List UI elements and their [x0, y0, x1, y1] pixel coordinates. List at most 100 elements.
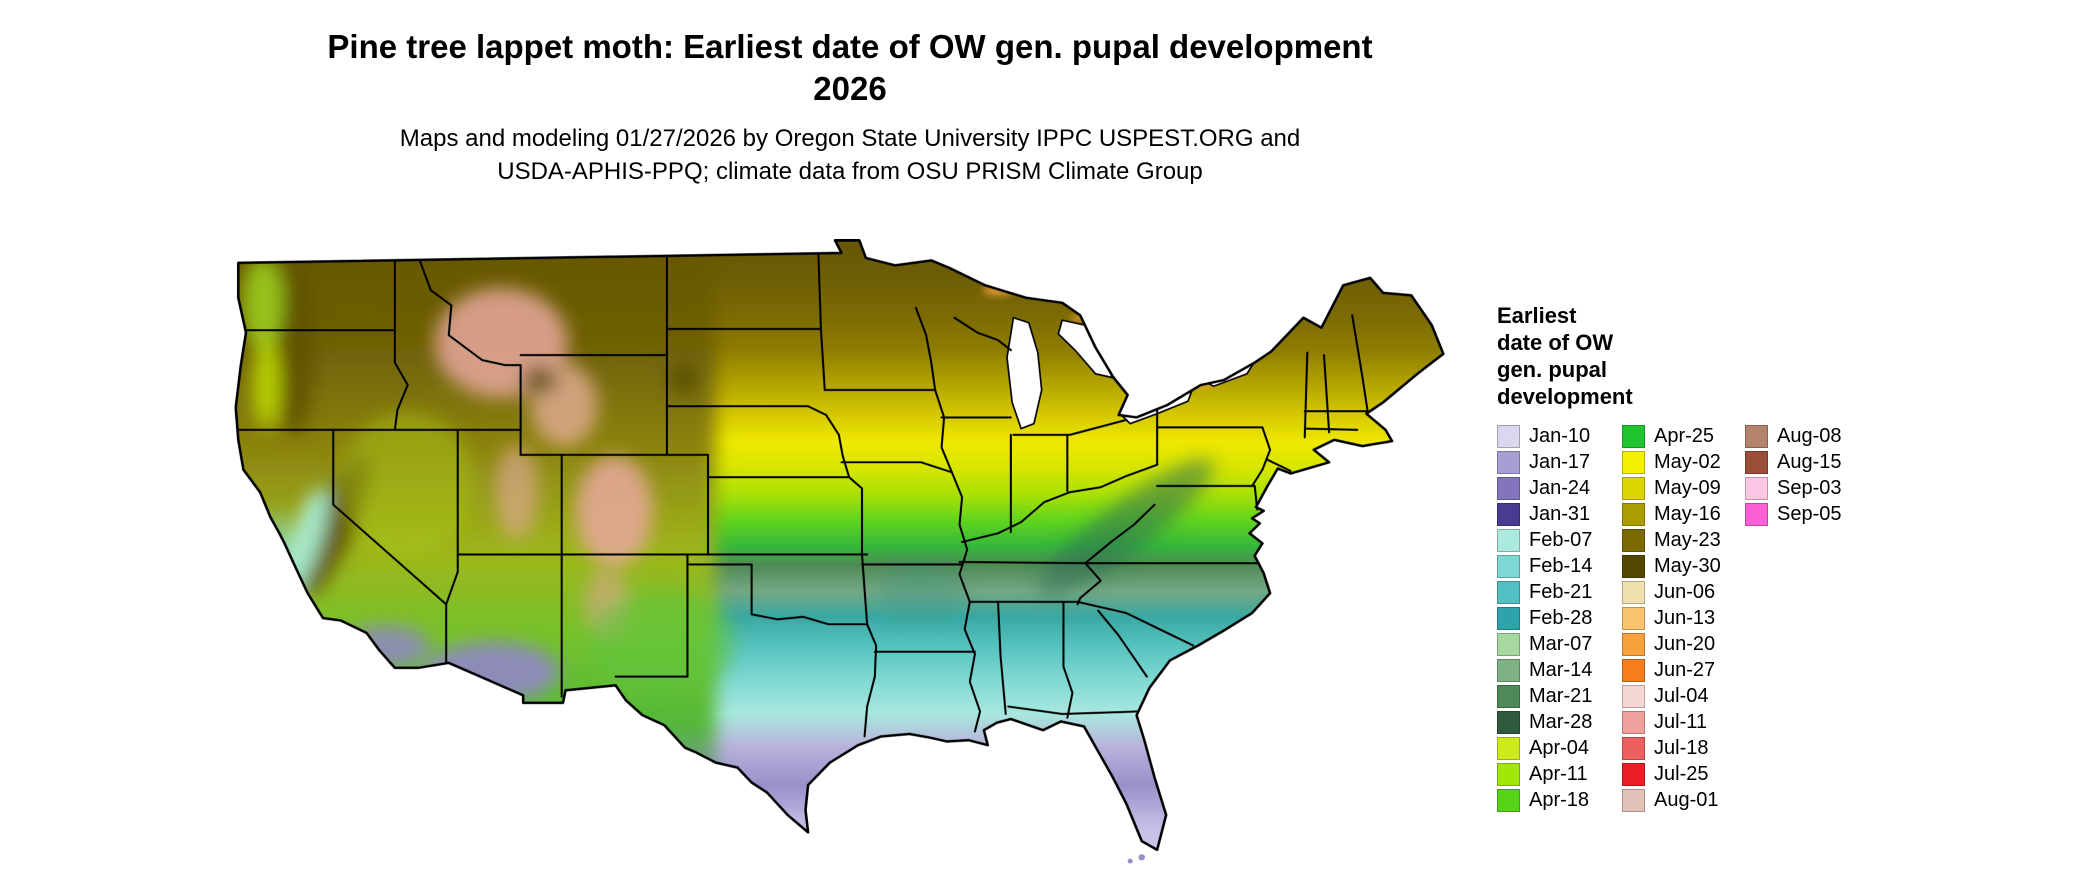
- legend-entry: Jun-27: [1622, 657, 1721, 683]
- legend-color-swatch: [1497, 788, 1520, 812]
- legend-entry-label: Jul-18: [1654, 736, 1709, 759]
- legend: Earliest date of OW gen. pupal developme…: [1497, 302, 2057, 812]
- legend-color-swatch: [1745, 450, 1768, 474]
- legend-title-line: Earliest: [1497, 303, 1577, 328]
- legend-entry-label: Feb-07: [1529, 528, 1593, 551]
- legend-entry-label: Sep-03: [1777, 476, 1842, 499]
- legend-title-line: development: [1497, 384, 1633, 409]
- utah-mountains-pink: [494, 444, 539, 540]
- subtitle-line-1: Maps and modeling 01/27/2026 by Oregon S…: [399, 125, 1301, 152]
- legend-color-swatch: [1622, 658, 1645, 682]
- legend-color-swatch: [1622, 736, 1645, 760]
- legend-entry-label: Mar-21: [1529, 684, 1593, 707]
- legend-entry: Jul-04: [1622, 683, 1721, 709]
- legend-entry: Jun-06: [1622, 579, 1721, 605]
- legend-color-swatch: [1622, 424, 1645, 448]
- florida-keys-dots: [1127, 854, 1145, 864]
- legend-color-swatch: [1622, 528, 1645, 552]
- legend-column-2: Apr-25 May-02 May-09 May-16 May-23 May-3…: [1622, 423, 1721, 813]
- legend-entry: Jul-11: [1622, 709, 1721, 735]
- legend-entry-label: Jun-20: [1654, 632, 1716, 655]
- legend-entry: Apr-25: [1622, 423, 1721, 449]
- legend-entry-label: Aug-01: [1654, 788, 1719, 811]
- ozarks-teal-patch: [877, 564, 965, 620]
- legend-entry: Apr-04: [1497, 735, 1592, 761]
- california-coast-cyan: [265, 509, 289, 615]
- legend-entry: Feb-21: [1497, 579, 1592, 605]
- page-title: Pine tree lappet moth: Earliest date of …: [0, 26, 1700, 110]
- legend-color-swatch: [1622, 788, 1645, 812]
- lake-michigan-shape: [1006, 316, 1043, 430]
- legend-color-swatch: [1497, 606, 1520, 630]
- legend-entry-label: Apr-04: [1529, 736, 1590, 759]
- legend-entry-label: May-23: [1654, 528, 1721, 551]
- legend-entry-label: Feb-21: [1529, 580, 1593, 603]
- appalachians-dark-band: [1038, 458, 1214, 596]
- legend-entry-label: Apr-18: [1529, 788, 1590, 811]
- title-line-2: 2026: [813, 70, 887, 107]
- legend-color-swatch: [1497, 502, 1520, 526]
- legend-entry: Aug-01: [1622, 787, 1721, 813]
- legend-entry: May-30: [1622, 553, 1721, 579]
- legend-color-swatch: [1497, 580, 1520, 604]
- legend-entry: Mar-21: [1497, 683, 1592, 709]
- legend-entry: Feb-14: [1497, 553, 1592, 579]
- legend-title-line: gen. pupal: [1497, 357, 1607, 382]
- legend-entry-label: May-16: [1654, 502, 1721, 525]
- legend-entry-label: Mar-28: [1529, 710, 1593, 733]
- legend-entry: May-09: [1622, 475, 1721, 501]
- legend-entry: Apr-11: [1497, 761, 1592, 787]
- cascades-dark-band: [275, 256, 314, 437]
- legend-entry-label: Aug-08: [1777, 424, 1842, 447]
- legend-entry: Jun-13: [1622, 605, 1721, 631]
- legend-color-swatch: [1745, 502, 1768, 526]
- legend-color-swatch: [1497, 710, 1520, 734]
- legend-entry: Sep-03: [1745, 475, 1842, 501]
- legend-entry-label: Sep-05: [1777, 502, 1842, 525]
- west-texas-green: [587, 589, 737, 695]
- legend-entry-label: May-02: [1654, 450, 1721, 473]
- legend-color-swatch: [1622, 606, 1645, 630]
- legend-entry-label: Feb-28: [1529, 606, 1593, 629]
- legend-color-swatch: [1497, 762, 1520, 786]
- legend-entry-label: Jun-27: [1654, 658, 1716, 681]
- legend-entry: Mar-07: [1497, 631, 1592, 657]
- legend-color-swatch: [1622, 762, 1645, 786]
- legend-entry: Jul-25: [1622, 761, 1721, 787]
- legend-column-3: Aug-08 Aug-15 Sep-03 Sep-05: [1745, 423, 1842, 527]
- legend-entry-label: Feb-14: [1529, 554, 1593, 577]
- legend-color-swatch: [1622, 554, 1645, 578]
- legend-entry: Jul-18: [1622, 735, 1721, 761]
- legend-entry-label: Apr-11: [1529, 762, 1588, 785]
- legend-entry-label: May-30: [1654, 554, 1721, 577]
- legend-entry-label: Apr-25: [1654, 424, 1715, 447]
- map-fill-layer: [235, 240, 1444, 850]
- legend-color-swatch: [1622, 502, 1645, 526]
- legend-entry: Jan-17: [1497, 449, 1592, 475]
- legend-entry-label: Jul-11: [1654, 710, 1707, 733]
- legend-color-swatch: [1622, 710, 1645, 734]
- legend-entry-label: Jan-10: [1529, 424, 1591, 447]
- legend-entry: Aug-08: [1745, 423, 1842, 449]
- legend-entry: May-02: [1622, 449, 1721, 475]
- legend-entry: Feb-07: [1497, 527, 1592, 553]
- subtitle-line-2: USDA-APHIS-PPQ; climate data from OSU PR…: [497, 158, 1203, 185]
- legend-entry-label: Aug-15: [1777, 450, 1842, 473]
- legend-entry-label: Jun-13: [1654, 606, 1716, 629]
- legend-color-swatch: [1497, 684, 1520, 708]
- legend-entry: Jan-24: [1497, 475, 1592, 501]
- legend-entry-label: Jun-06: [1654, 580, 1716, 603]
- legend-entry: Jun-20: [1622, 631, 1721, 657]
- great-basin-mottle: [340, 411, 475, 556]
- legend-entry-label: Mar-14: [1529, 658, 1593, 681]
- legend-color-swatch: [1497, 658, 1520, 682]
- legend-entry: May-16: [1622, 501, 1721, 527]
- legend-color-swatch: [1497, 476, 1520, 500]
- legend-color-swatch: [1622, 476, 1645, 500]
- legend-color-swatch: [1622, 580, 1645, 604]
- page-subtitle: Maps and modeling 01/27/2026 by Oregon S…: [0, 122, 1700, 188]
- legend-entry-label: Jan-17: [1529, 450, 1591, 473]
- legend-color-swatch: [1497, 450, 1520, 474]
- title-line-1: Pine tree lappet moth: Earliest date of …: [327, 28, 1373, 65]
